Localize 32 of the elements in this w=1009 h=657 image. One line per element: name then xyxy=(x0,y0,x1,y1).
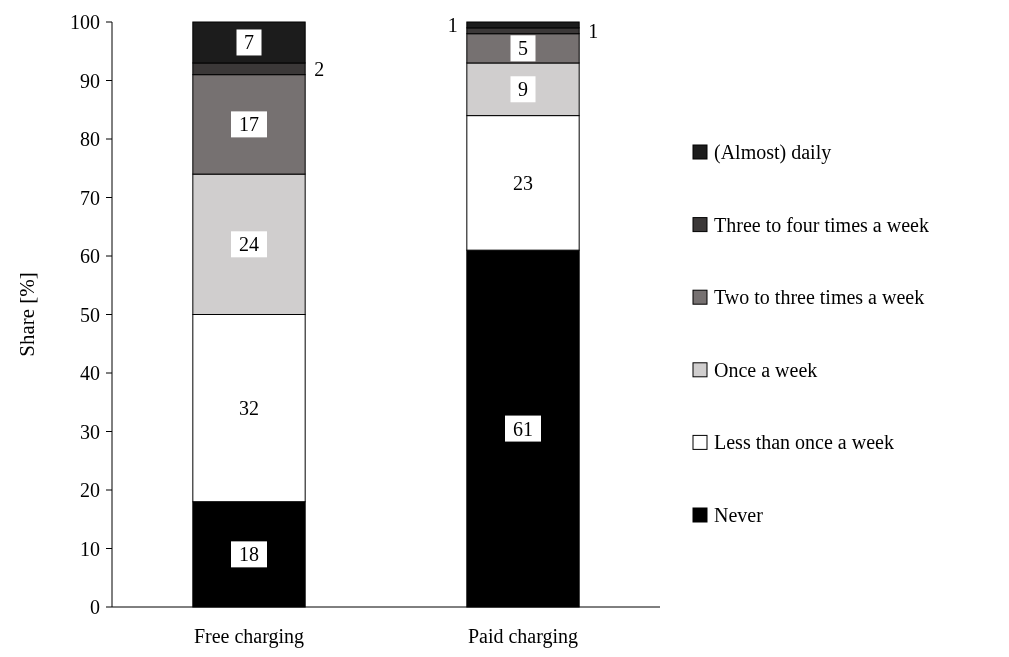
legend-label: Two to three times a week xyxy=(714,286,925,309)
y-tick-label: 100 xyxy=(70,11,100,33)
x-tick-label: Paid charging xyxy=(467,625,579,648)
y-tick-label: 10 xyxy=(80,537,100,560)
legend-label: Never xyxy=(714,504,764,526)
legend-label: Once a week xyxy=(714,358,818,381)
y-tick-label: 80 xyxy=(80,128,100,150)
y-tick-label: 40 xyxy=(80,362,100,384)
data-label: 61 xyxy=(513,417,533,440)
y-tick-label: 70 xyxy=(80,186,100,209)
data-label: 24 xyxy=(239,233,259,256)
y-tick-label: 60 xyxy=(80,245,100,267)
y-tick-label: 0 xyxy=(90,596,100,618)
y-tick-label: 20 xyxy=(80,479,100,501)
y-axis-title: Share [%] xyxy=(15,272,39,357)
data-label: 1 xyxy=(447,13,458,36)
data-label: 23 xyxy=(513,171,533,194)
data-label: 5 xyxy=(518,37,528,60)
y-tick-label: 50 xyxy=(80,303,100,326)
legend-label: Less than once a week xyxy=(714,431,894,454)
y-tick-label: 90 xyxy=(80,69,100,92)
data-label: 18 xyxy=(239,543,259,566)
data-label: 32 xyxy=(239,397,259,420)
data-label: 2 xyxy=(314,57,325,80)
y-tick-label: 30 xyxy=(80,420,100,443)
legend-label: (Almost) daily xyxy=(714,141,832,164)
legend-label: Three to four times a week xyxy=(714,213,929,236)
data-label: 9 xyxy=(518,78,528,101)
data-label: 17 xyxy=(239,113,259,136)
data-label: 1 xyxy=(588,19,599,42)
data-label: 7 xyxy=(244,31,254,54)
x-tick-label: Free charging xyxy=(193,625,305,648)
